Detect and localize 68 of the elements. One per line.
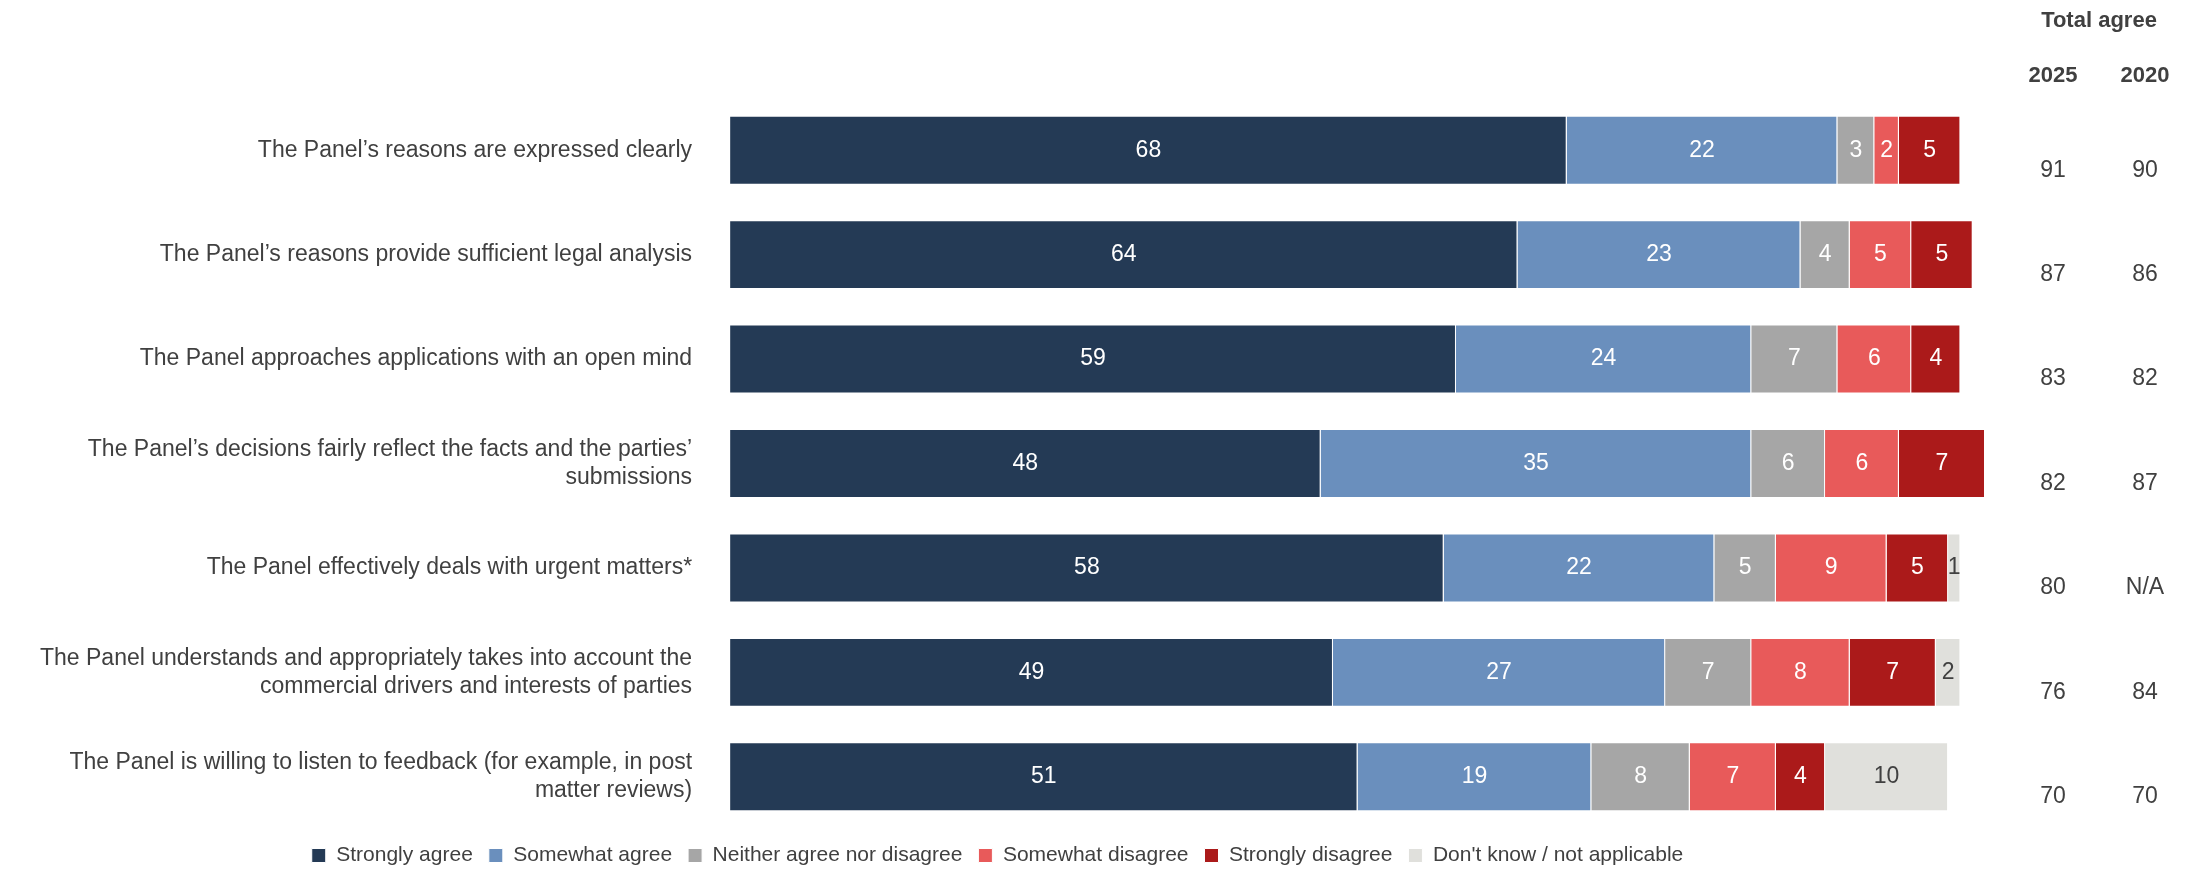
text: 2025 [2028, 62, 2078, 88]
data-label: 2 [1941, 657, 1955, 684]
text: 76 [2040, 677, 2066, 704]
text: 84 [2132, 677, 2158, 704]
y-tick-label: The Panel’s decisions fairly reflect the facts and the parties’ submissions [87, 435, 693, 489]
data-label: 49 [1018, 657, 1045, 684]
data-label: 9 [1824, 553, 1838, 580]
data-label: 48 [1012, 448, 1039, 475]
data-label: 6 [1781, 448, 1795, 475]
data-label: 58 [1074, 553, 1100, 580]
data-label: 8 [1794, 657, 1807, 684]
data-label: 7 [1787, 344, 1801, 371]
text: 82 [2040, 468, 2066, 495]
data-label: 2 [1880, 135, 1893, 162]
y-tick-label: The Panel’s reasons provide sufficient legal analysis [159, 239, 693, 266]
text: 2020 [2120, 62, 2170, 88]
data-label: 6 [1867, 344, 1881, 371]
text: 86 [2132, 259, 2158, 286]
data-label: 23 [1646, 239, 1672, 266]
data-label: 5 [1923, 135, 1937, 162]
data-label: 10 [1873, 762, 1900, 789]
text: Total agree [2041, 7, 2157, 33]
text: 70 [2132, 782, 2158, 809]
data-label: 8 [1634, 762, 1647, 789]
data-label: 27 [1486, 657, 1512, 684]
text: 83 [2040, 364, 2066, 391]
data-label: 7 [1726, 762, 1740, 789]
data-label: 22 [1689, 135, 1715, 162]
legend-label: Strongly disagree [1229, 842, 1393, 866]
y-tick-label: The Panel’s reasons are expressed clearly [257, 135, 693, 162]
data-label: 5 [1910, 553, 1924, 580]
data-label: 4 [1818, 239, 1832, 266]
text: 70 [2040, 782, 2066, 809]
data-label: 19 [1461, 762, 1488, 789]
data-label: 35 [1523, 448, 1549, 475]
data-label: 51 [1031, 762, 1057, 789]
text: 91 [2040, 155, 2066, 182]
text: 82 [2132, 364, 2158, 391]
data-label: 6 [1855, 448, 1869, 475]
legend-label: Neither agree nor disagree [712, 842, 963, 866]
y-tick-label: The Panel effectively deals with urgent matters* [206, 553, 693, 580]
data-label: 68 [1135, 135, 1162, 162]
data-label: 64 [1111, 239, 1137, 266]
data-label: 3 [1849, 135, 1863, 162]
text: 80 [2040, 573, 2066, 600]
y-tick-label: The Panel approaches applications with an open mind [139, 344, 693, 371]
data-label: 22 [1566, 553, 1592, 580]
data-label: 4 [1794, 762, 1808, 789]
data-label: 7 [1886, 657, 1900, 684]
text: 90 [2132, 155, 2158, 182]
legend-label: Strongly agree [336, 842, 473, 866]
text: 87 [2132, 468, 2158, 495]
data-label: 1 [1947, 553, 1961, 580]
data-label: 59 [1080, 344, 1106, 371]
data-label: 5 [1874, 239, 1887, 266]
data-label: 7 [1935, 448, 1949, 475]
data-label: 5 [1738, 553, 1752, 580]
legend-label: Somewhat agree [513, 842, 673, 866]
data-label: 4 [1929, 344, 1943, 371]
data-label: 7 [1701, 657, 1715, 684]
text: 87 [2040, 259, 2066, 286]
text: N/A [2125, 573, 2165, 600]
y-tick-label: The Panel understands and appropriately takes into account the commercial drivers and interests of parties [39, 643, 693, 698]
legend-label: Don't know / not applicable [1432, 842, 1684, 866]
y-tick-label: The Panel is willing to listen to feedback (for example, in post matter reviews) [69, 748, 693, 802]
data-label: 24 [1590, 344, 1617, 371]
data-label: 5 [1935, 239, 1949, 266]
legend-label: Somewhat disagree [1002, 842, 1189, 866]
